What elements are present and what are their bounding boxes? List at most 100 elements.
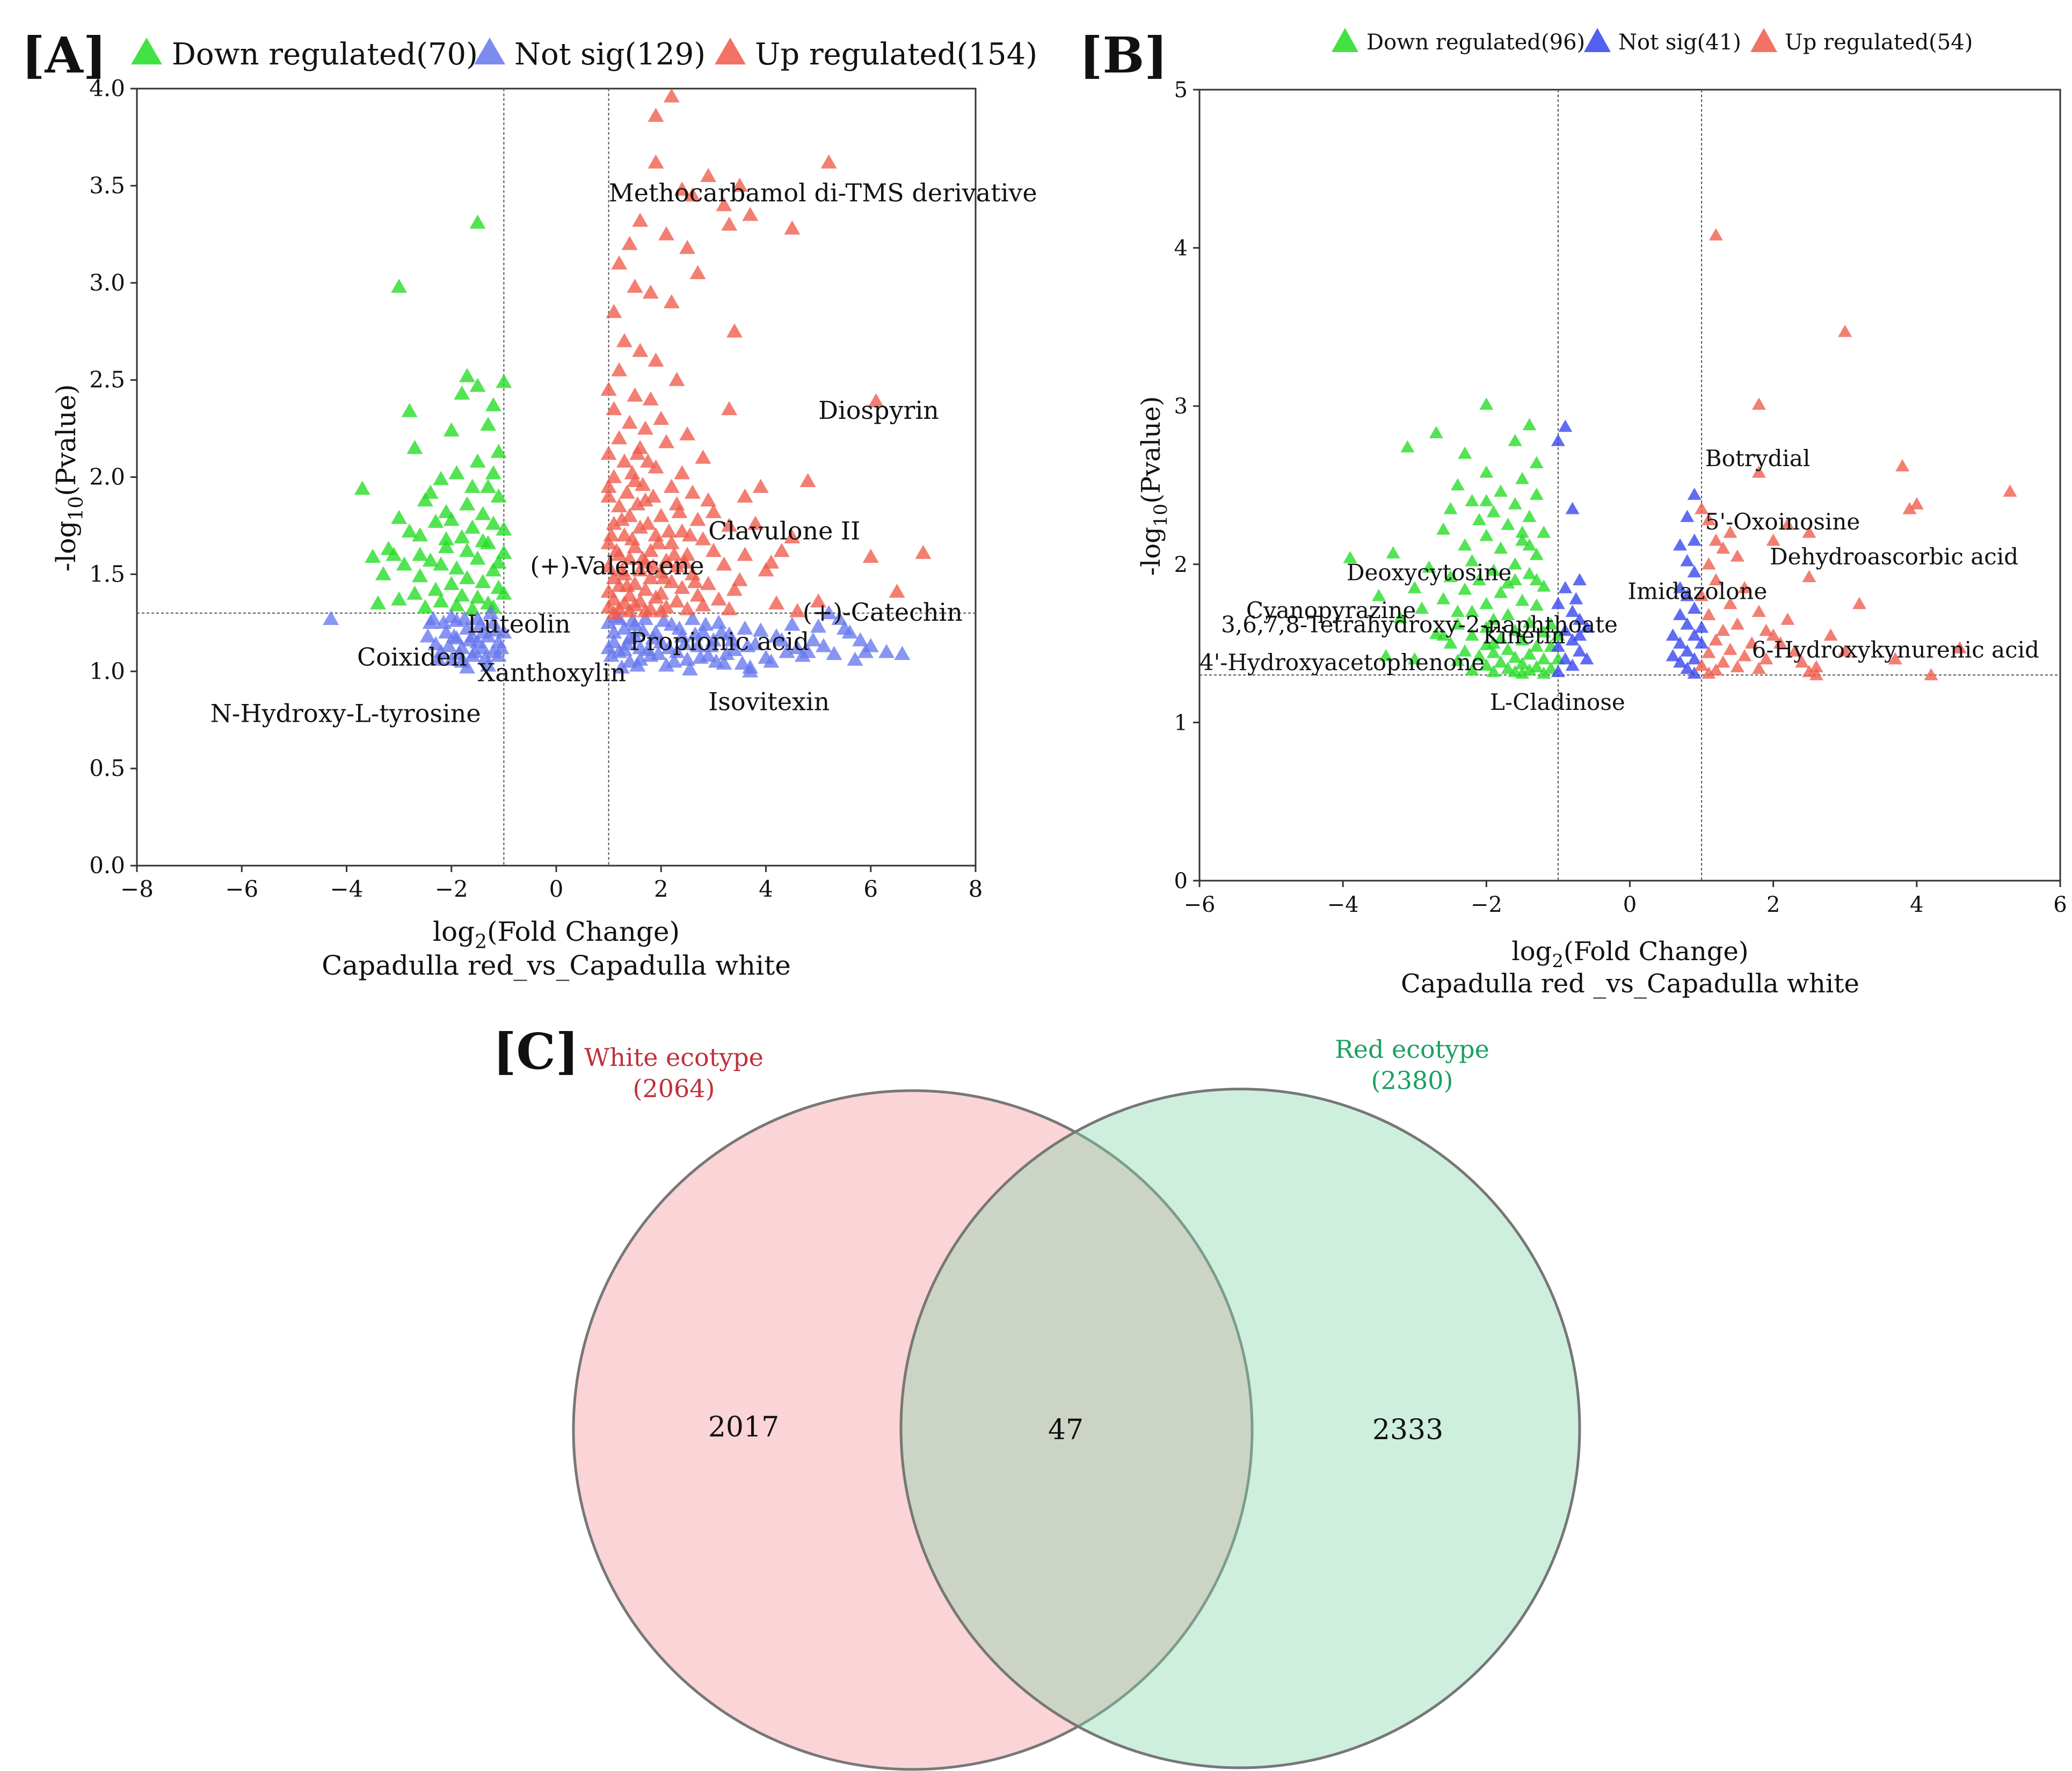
legend-a-notsig-label: Not sig(129) (514, 37, 706, 72)
point-not-sig (752, 622, 769, 637)
point-not-sig (1551, 434, 1565, 446)
point-up-regulated (637, 603, 653, 618)
point-not-sig (1687, 652, 1702, 665)
point-up-regulated (747, 516, 764, 530)
point-up-regulated (650, 535, 667, 549)
point-not-sig (1687, 565, 1702, 578)
point-not-sig (1673, 608, 1688, 620)
legend-a-up: Up regulated(154) (715, 37, 1037, 72)
point-down-regulated (1515, 633, 1530, 645)
point-not-sig (671, 620, 688, 635)
point-down-regulated (1486, 612, 1501, 625)
point-down-regulated (354, 481, 370, 495)
point-up-regulated (642, 391, 659, 406)
legend-a-notsig-marker (474, 38, 505, 64)
point-not-sig (475, 624, 491, 639)
legend-a-down-label: Down regulated(70) (172, 37, 478, 72)
venn-white-name: White ecotype (584, 1043, 764, 1072)
point-up-regulated (700, 492, 717, 507)
point-up-regulated (1702, 666, 1716, 679)
point-not-sig (616, 642, 632, 656)
point-down-regulated (1522, 510, 1537, 522)
point-not-sig (606, 624, 622, 639)
point-up-regulated (1730, 660, 1744, 673)
point-down-regulated (1458, 538, 1472, 551)
point-up-regulated (1716, 541, 1731, 554)
point-up-regulated (1751, 605, 1766, 617)
venn-red-circle (899, 1087, 1581, 1769)
legend-b-up-label: Up regulated(54) (1785, 30, 1973, 55)
point-down-regulated (459, 496, 476, 511)
legend-a-notsig: Not sig(129) (474, 37, 706, 72)
point-down-regulated (1501, 642, 1515, 655)
point-not-sig (621, 630, 638, 645)
point-up-regulated (658, 434, 675, 448)
point-up-regulated (621, 507, 638, 522)
point-down-regulated (1465, 605, 1479, 617)
point-up-regulated (648, 352, 664, 367)
point-down-regulated (1529, 639, 1544, 652)
point-up-regulated (915, 545, 932, 559)
point-down-regulated (1494, 541, 1508, 554)
point-not-sig (430, 651, 447, 666)
point-down-regulated (1508, 557, 1522, 570)
point-up-regulated (1787, 644, 1802, 657)
point-not-sig (1687, 601, 1702, 614)
point-not-sig (1666, 649, 1680, 662)
point-up-regulated (648, 459, 664, 474)
point-up-regulated (1780, 612, 1795, 625)
point-not-sig (632, 651, 649, 666)
point-not-sig (679, 651, 696, 666)
point-not-sig (1580, 652, 1594, 665)
point-up-regulated (689, 265, 706, 279)
point-down-regulated (485, 397, 501, 411)
point-up-regulated (606, 605, 622, 619)
y-tick-label: 1 (1174, 710, 1188, 735)
point-up-regulated (1809, 660, 1823, 673)
plot-a-thresholds (137, 89, 976, 866)
point-down-regulated (1508, 497, 1522, 510)
point-not-sig (702, 638, 719, 652)
point-not-sig (1695, 620, 1709, 633)
point-up-regulated (1802, 665, 1816, 677)
point-down-regulated (1415, 601, 1429, 614)
point-down-regulated (490, 444, 507, 458)
annotation-label: Luteolin (467, 609, 571, 638)
point-up-regulated (648, 107, 664, 122)
point-not-sig (1673, 636, 1688, 649)
plot-b-annotations: Botrydial 5'-Oxoinosine Dehydroascorbic ac… (1199, 445, 2039, 715)
point-up-regulated (653, 603, 670, 618)
annotation-label: 3,6,7,8-Tetrahydroxy-2-naphthoate (1221, 611, 1618, 637)
point-down-regulated (1544, 617, 1558, 630)
annotation-label: (+)-Valencene (530, 551, 704, 580)
point-down-regulated (422, 553, 439, 567)
point-up-regulated (705, 504, 722, 518)
point-up-regulated (721, 401, 738, 416)
point-up-regulated (645, 488, 661, 503)
point-down-regulated (1479, 658, 1494, 671)
point-up-regulated (1780, 518, 1795, 530)
point-up-regulated (614, 562, 630, 577)
point-down-regulated (469, 550, 486, 565)
point-not-sig (697, 616, 714, 631)
legend-a-up-label: Up regulated(154) (755, 37, 1037, 72)
panel-a-legend: Down regulated(70) Not sig(129) Up regul… (131, 37, 1037, 72)
point-not-sig (656, 613, 672, 627)
point-up-regulated (1702, 557, 1716, 570)
plot-a-subtitle: Capadulla red_vs_Capadulla white (322, 950, 791, 981)
point-up-regulated (1709, 533, 1723, 546)
annotation-label: Coixiden (357, 642, 467, 671)
point-not-sig (684, 611, 701, 625)
annotation-label: Clavulone II (708, 516, 860, 545)
point-not-sig (894, 645, 911, 660)
point-not-sig (1565, 502, 1580, 514)
point-not-sig (857, 644, 874, 658)
y-tick-label: 0.0 (89, 852, 125, 879)
annotation-label: Imidazolone (1627, 578, 1767, 605)
point-down-regulated (1379, 649, 1393, 662)
point-not-sig (1558, 580, 1573, 593)
point-up-regulated (677, 554, 693, 569)
point-not-sig (810, 619, 827, 633)
plot-b-xlabel: log2(Fold Change) (1511, 937, 1748, 972)
point-up-regulated (658, 226, 675, 241)
